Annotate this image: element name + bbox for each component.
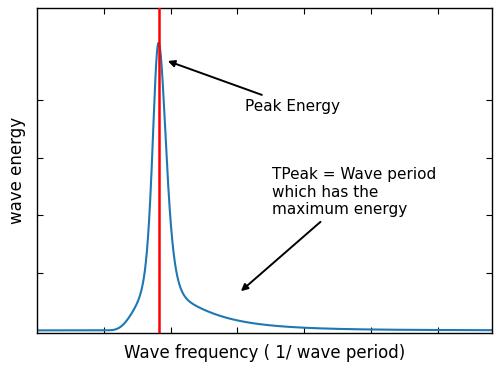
- Text: Peak Energy: Peak Energy: [170, 61, 340, 114]
- Text: TPeak = Wave period
which has the
maximum energy: TPeak = Wave period which has the maximu…: [242, 168, 436, 290]
- X-axis label: Wave frequency ( 1/ wave period): Wave frequency ( 1/ wave period): [124, 344, 405, 361]
- Y-axis label: wave energy: wave energy: [8, 117, 26, 224]
